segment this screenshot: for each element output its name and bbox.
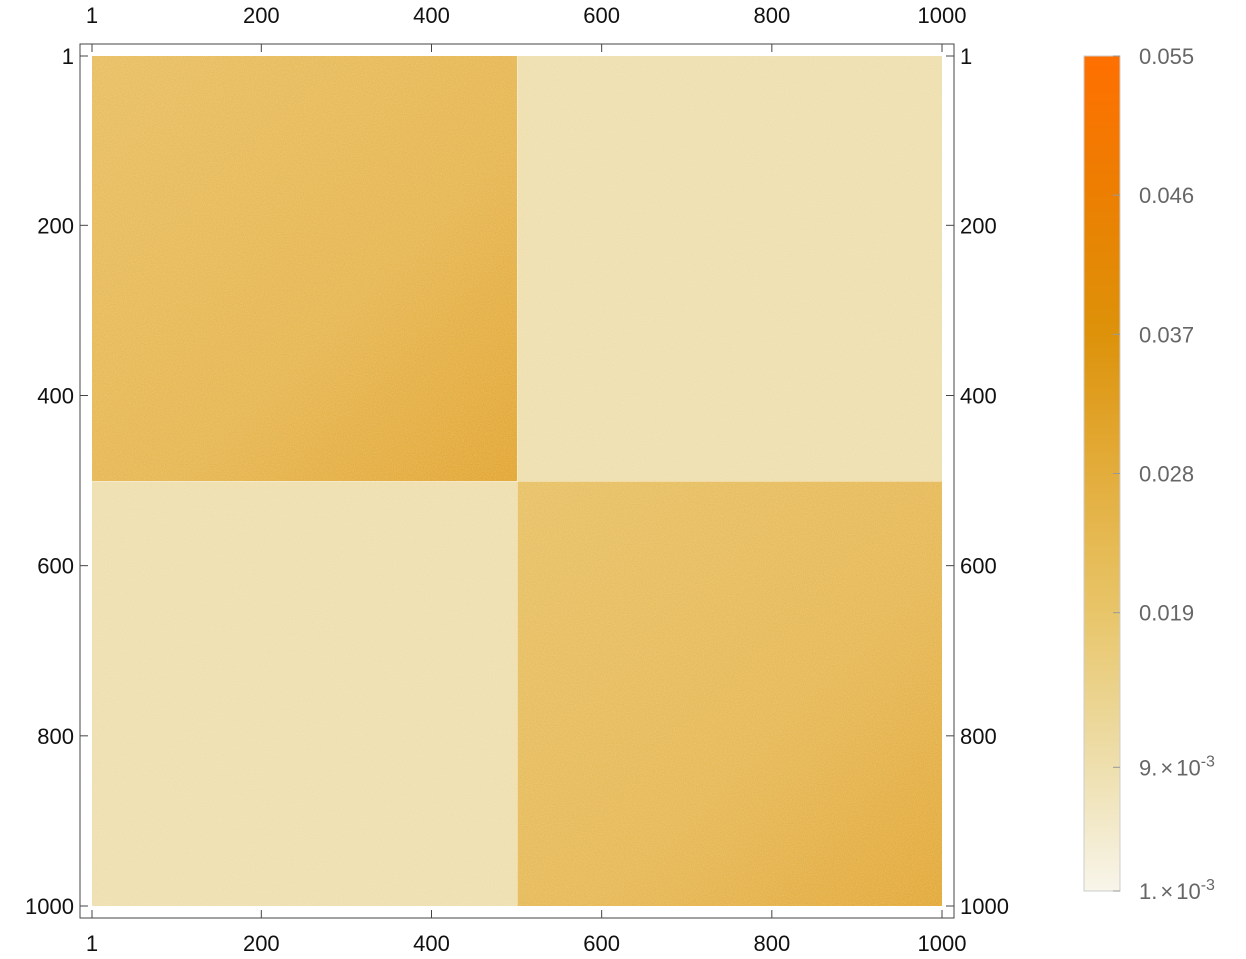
colorbar-tick-label: 0.046 — [1139, 183, 1194, 208]
x-tick-label-top: 800 — [753, 3, 790, 28]
plot-frame — [79, 43, 955, 919]
x-tick-label-bottom: 400 — [413, 931, 450, 956]
y-tick-label-right: 400 — [960, 383, 997, 408]
y-tick-label-left: 400 — [37, 383, 74, 408]
colorbar-tick-label: 0.028 — [1139, 462, 1194, 487]
y-tick-label-left: 200 — [37, 213, 74, 238]
y-tick-label-right: 1000 — [960, 894, 1009, 919]
x-tick-label-top: 600 — [583, 3, 620, 28]
y-tick-label-right: 600 — [960, 554, 997, 579]
x-tick-label-top: 1000 — [918, 3, 967, 28]
heatmap-noise-texture — [92, 56, 942, 906]
y-tick-label-left: 1000 — [25, 894, 74, 919]
x-tick-label-bottom: 1000 — [918, 931, 967, 956]
y-tick-label-left: 1 — [62, 44, 74, 69]
x-tick-label-top: 400 — [413, 3, 450, 28]
y-tick-label-right: 200 — [960, 213, 997, 238]
x-tick-label-top: 200 — [243, 3, 280, 28]
x-tick-label-bottom: 200 — [243, 931, 280, 956]
colorbar-tick-label: 1. × 10-3 — [1139, 877, 1215, 904]
x-tick-label-top: 1 — [86, 3, 98, 28]
colorbar: 1. × 10-3 9. × 10-3 0.019 0.028 0.037 0.046 0.055 — [1083, 44, 1215, 904]
y-tick-label-left: 600 — [37, 554, 74, 579]
y-tick-label-right: 800 — [960, 724, 997, 749]
x-tick-label-bottom: 800 — [753, 931, 790, 956]
colorbar-tick-label: 0.055 — [1139, 44, 1194, 69]
colorbar-tick-label: 9. × 10-3 — [1139, 753, 1215, 780]
y-tick-label-right: 1 — [960, 44, 972, 69]
colorbar-tick-label: 0.037 — [1139, 322, 1194, 347]
x-tick-label-bottom: 1 — [86, 931, 98, 956]
colorbar-tick-label: 0.019 — [1139, 601, 1194, 626]
y-tick-label-left: 800 — [37, 724, 74, 749]
x-tick-label-bottom: 600 — [583, 931, 620, 956]
